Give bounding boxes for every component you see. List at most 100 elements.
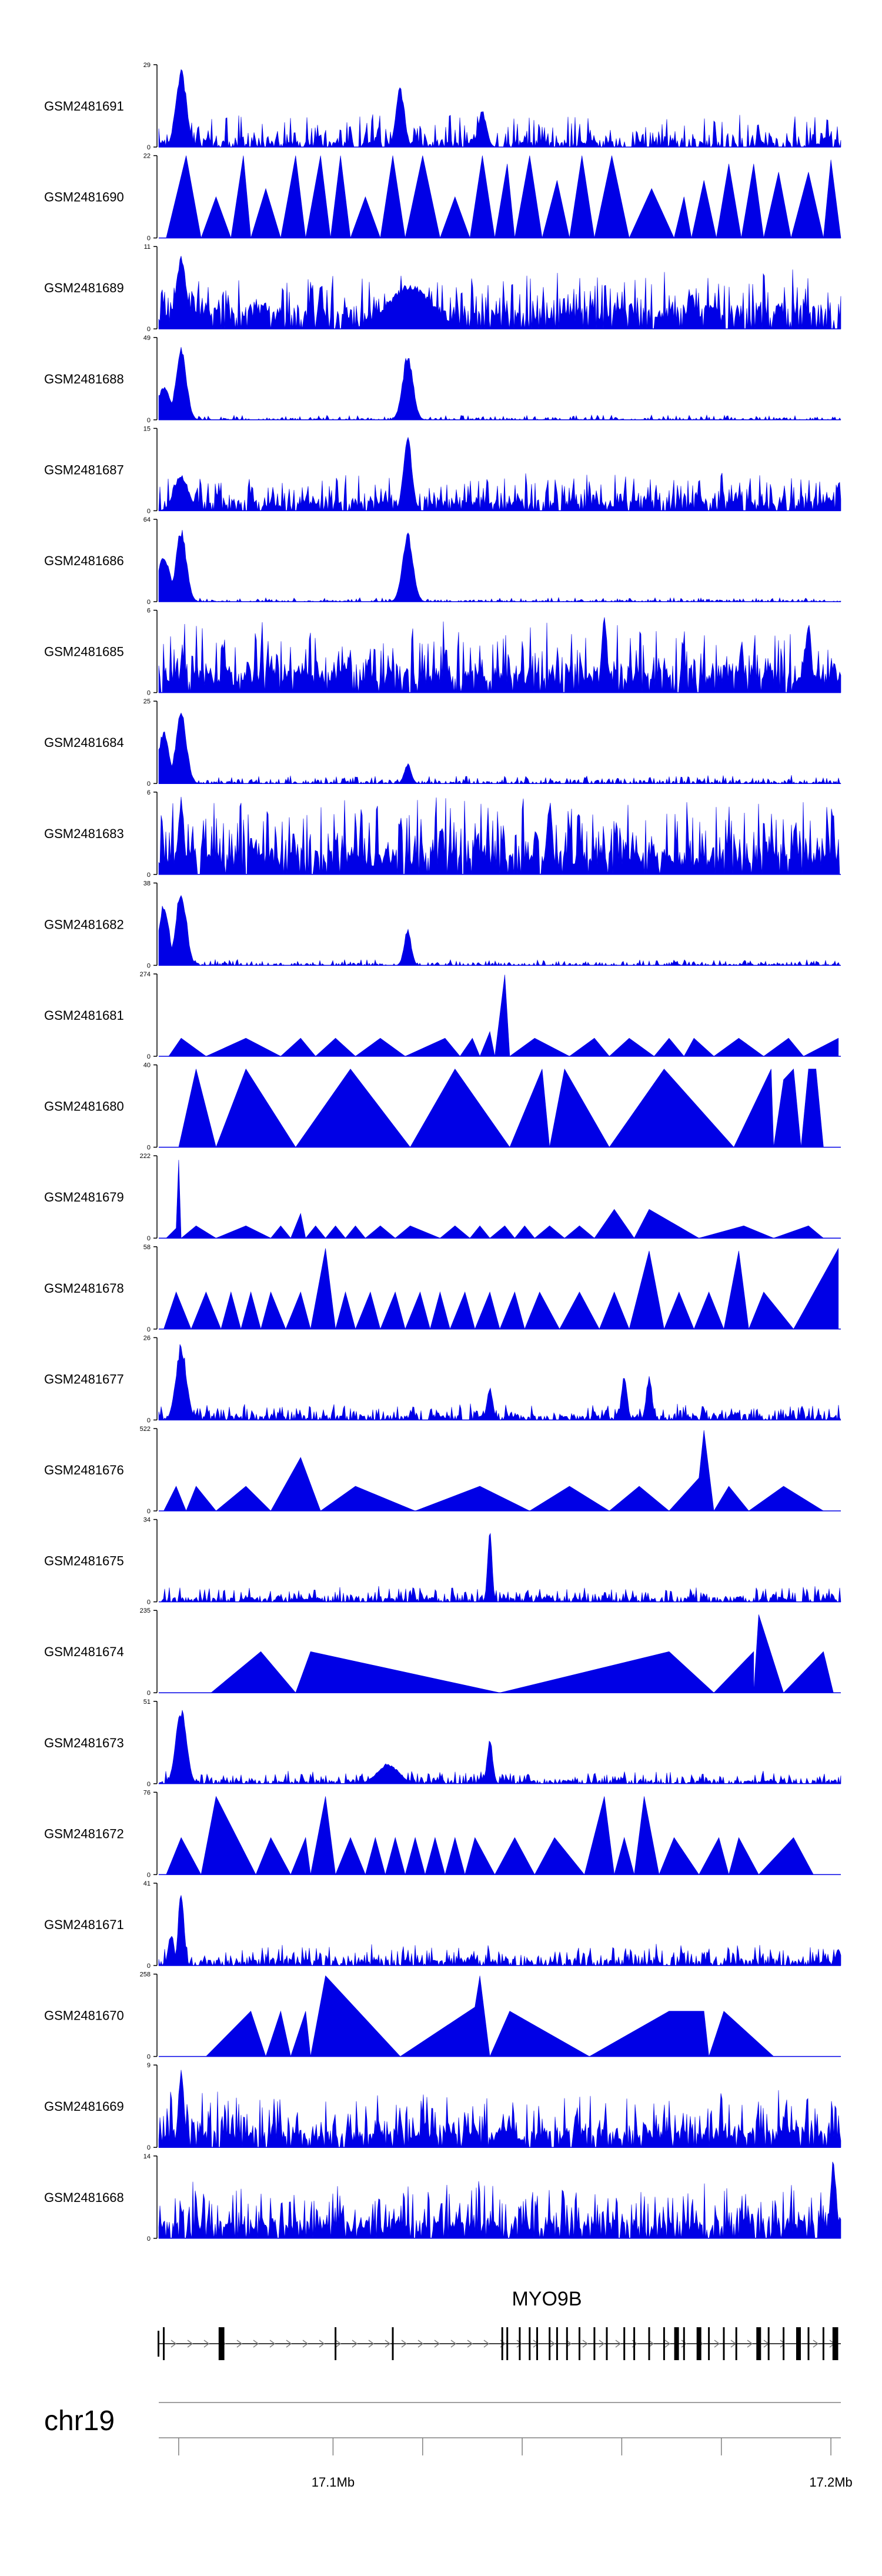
- track-label: GSM2481679: [44, 1190, 124, 1204]
- gene-exon: [674, 2327, 679, 2360]
- track-label: GSM2481686: [44, 553, 124, 568]
- y-max-label: 6: [147, 608, 151, 615]
- gene-exon: [579, 2327, 580, 2360]
- strand-arrow: [549, 2340, 556, 2348]
- strand-arrow: [615, 2340, 622, 2348]
- signal-tracks: GSM2481691290GSM2481690220GSM2481689110G…: [44, 62, 841, 2243]
- track-label: GSM2481680: [44, 1099, 124, 1114]
- track-label: GSM2481681: [44, 1008, 124, 1023]
- y-min-label: 0: [147, 1963, 151, 1970]
- track-label: GSM2481673: [44, 1736, 124, 1750]
- gene-exon: [222, 2327, 225, 2360]
- signal-area: [205, 1975, 774, 2057]
- gene-annotation-track: MYO9B: [158, 2288, 841, 2360]
- strand-arrow: [203, 2340, 210, 2348]
- strand-arrow: [319, 2340, 325, 2348]
- y-min-label: 0: [147, 872, 151, 879]
- strand-arrow: [417, 2340, 424, 2348]
- y-max-label: 15: [143, 425, 151, 432]
- signal-area: [158, 1344, 841, 1421]
- track-GSM2481678: GSM2481678 58 0: [44, 1244, 841, 1333]
- gene-exon: [783, 2327, 785, 2360]
- track-GSM2481677: GSM2481677 26 0: [44, 1334, 841, 1424]
- gene-exon: [519, 2327, 521, 2360]
- track-label: GSM2481670: [44, 2008, 124, 2023]
- signal-area: [158, 1895, 841, 1967]
- signal-area: [165, 1160, 824, 1239]
- y-min-label: 0: [147, 326, 151, 333]
- track-label: GSM2481676: [44, 1463, 124, 1477]
- signal-area: [158, 796, 841, 875]
- strand-arrow: [335, 2340, 342, 2348]
- gene-exon: [633, 2327, 636, 2360]
- track-GSM2481691: GSM2481691 29 0: [44, 62, 841, 151]
- y-min-label: 0: [147, 2235, 151, 2243]
- y-max-label: 222: [140, 1153, 151, 1160]
- gene-exon: [833, 2327, 838, 2360]
- track-GSM2481669: GSM2481669 9 0: [44, 2062, 841, 2151]
- track-GSM2481675: GSM2481675 34 0: [44, 1517, 841, 1606]
- y-min-label: 0: [147, 1781, 151, 1788]
- track-GSM2481687: GSM2481687 15 0: [44, 425, 841, 515]
- gene-exon: [593, 2327, 596, 2360]
- track-label: GSM2481687: [44, 462, 124, 477]
- gene-start-mark: [158, 2331, 159, 2357]
- signal-area: [158, 256, 841, 329]
- y-min-label: 0: [147, 1144, 151, 1152]
- gene-exon: [501, 2327, 503, 2360]
- y-max-label: 34: [143, 1517, 151, 1524]
- gene-exon: [163, 2327, 165, 2360]
- track-GSM2481682: GSM2481682 38 0: [44, 880, 841, 969]
- track-label: GSM2481678: [44, 1281, 124, 1296]
- y-min-label: 0: [147, 144, 151, 151]
- track-GSM2481673: GSM2481673 51 0: [44, 1699, 841, 1788]
- signal-area: [158, 617, 841, 693]
- gene-exon: [218, 2327, 223, 2360]
- y-max-label: 64: [143, 516, 151, 523]
- track-GSM2481690: GSM2481690 22 0: [44, 153, 841, 242]
- strand-arrow: [352, 2340, 358, 2348]
- gene-exon: [606, 2327, 608, 2360]
- y-max-label: 6: [147, 789, 151, 796]
- track-label: GSM2481675: [44, 1554, 124, 1569]
- strand-arrow: [253, 2340, 259, 2348]
- track-label: GSM2481684: [44, 735, 124, 750]
- strand-arrow: [467, 2340, 473, 2348]
- strand-arrow: [286, 2340, 292, 2348]
- strand-arrow: [187, 2340, 193, 2348]
- gene-exon: [696, 2327, 701, 2360]
- gene-exon: [392, 2327, 394, 2360]
- y-min-label: 0: [147, 599, 151, 606]
- genome-axis-track: chr19 17.1Mb 17.2Mb: [44, 2402, 853, 2490]
- signal-area: [168, 975, 839, 1057]
- y-min-label: 0: [147, 1690, 151, 1697]
- track-label: GSM2481682: [44, 917, 124, 932]
- track-GSM2481681: GSM2481681 274 0: [44, 971, 841, 1060]
- y-max-label: 40: [143, 1062, 151, 1069]
- gene-exon: [735, 2327, 737, 2360]
- gene-exon: [796, 2327, 801, 2360]
- track-label: GSM2481683: [44, 826, 124, 841]
- y-max-label: 258: [140, 1971, 151, 1978]
- signal-area: [159, 1533, 841, 1603]
- strand-arrow: [401, 2340, 407, 2348]
- strand-arrow: [813, 2340, 819, 2348]
- signal-area: [158, 436, 841, 511]
- track-GSM2481672: GSM2481672 76 0: [44, 1789, 841, 1878]
- y-min-label: 0: [147, 235, 151, 242]
- strand-arrow: [664, 2340, 671, 2348]
- gene-exon: [536, 2327, 538, 2360]
- y-min-label: 0: [147, 2144, 151, 2151]
- track-GSM2481685: GSM2481685 6 0: [44, 608, 841, 697]
- strand-arrow: [582, 2340, 589, 2348]
- y-max-label: 274: [140, 971, 151, 978]
- y-min-label: 0: [147, 417, 151, 424]
- y-min-label: 0: [147, 962, 151, 969]
- strand-arrow: [599, 2340, 605, 2348]
- strand-arrow: [780, 2340, 786, 2348]
- strand-arrow: [450, 2340, 457, 2348]
- track-GSM2481686: GSM2481686 64 0: [44, 516, 841, 606]
- signal-area: [166, 155, 841, 239]
- gene-exon: [723, 2327, 725, 2360]
